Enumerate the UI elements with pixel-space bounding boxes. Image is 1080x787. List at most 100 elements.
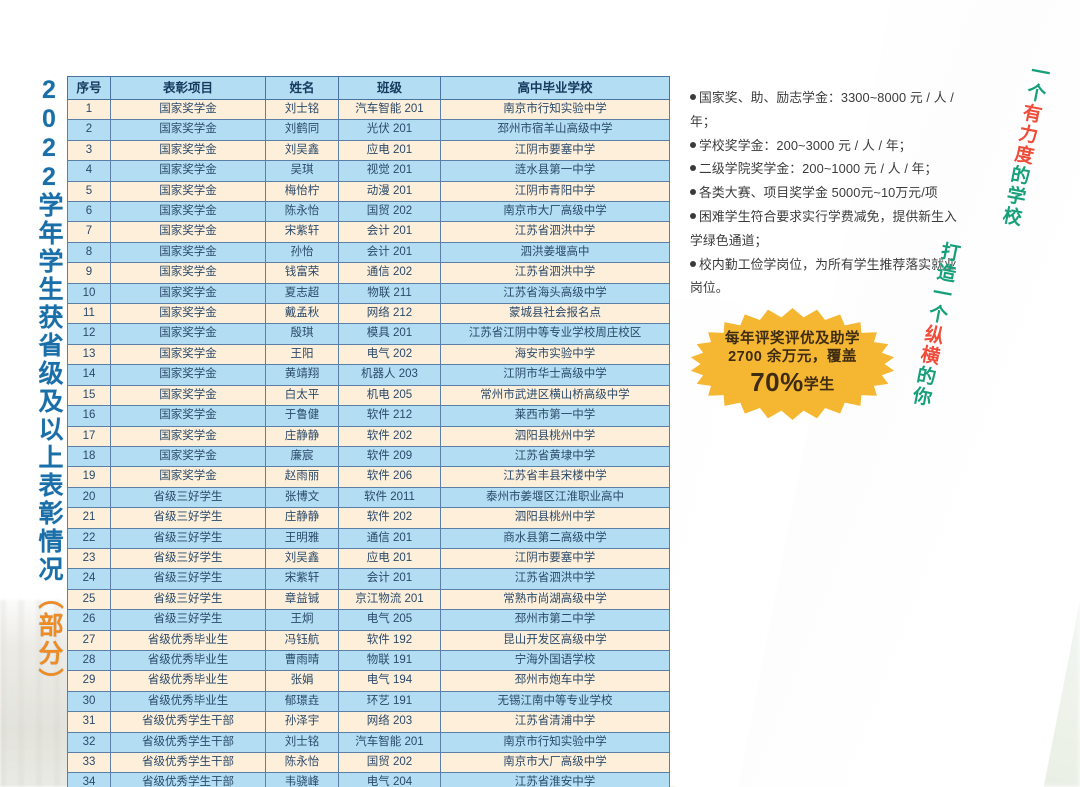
cell-class: 汽车智能 201 <box>338 98 441 121</box>
cell-school: 海安市实验中学 <box>440 343 670 366</box>
cell-name: 庄静静 <box>265 425 339 447</box>
cell-school: 江苏省泗洪中学 <box>440 568 670 590</box>
table-row: 12 国家奖学金 殷琪 模具 201 江苏省江阴中等专业学校周庄校区 <box>67 323 670 345</box>
cell-school: 江苏省清浦中学 <box>440 711 670 733</box>
cell-school: 商水县第二高级中学 <box>440 527 670 549</box>
cell-item: 省级优秀学生干部 <box>110 711 266 733</box>
cell-name: 宋紫轩 <box>265 221 339 243</box>
cell-item: 国家奖学金 <box>110 221 266 243</box>
badge-percent: 70% <box>750 366 804 397</box>
table-row: 9 国家奖学金 钱富荣 通信 202 江苏省泗洪中学 <box>67 262 670 284</box>
cell-class: 京江物流 201 <box>338 588 441 611</box>
cell-class: 应电 201 <box>338 139 441 162</box>
table-row: 30 省级优秀毕业生 郁璟垚 环艺 191 无锡江南中等专业学校 <box>67 690 670 713</box>
cell-school: 宁海外国语学校 <box>440 649 670 672</box>
cell-name: 曹雨晴 <box>265 649 339 672</box>
table-row: 17 国家奖学金 庄静静 软件 202 泗阳县桃州中学 <box>67 425 670 447</box>
cell-school: 邳州市宿羊山高级中学 <box>440 119 670 141</box>
cell-class: 动漫 201 <box>338 180 441 203</box>
cell-class: 会计 201 <box>338 568 441 590</box>
cell-class: 国贸 202 <box>338 751 441 774</box>
table-row: 5 国家奖学金 梅怡柠 动漫 201 江阴市青阳中学 <box>67 180 670 203</box>
cell-name: 黄靖翔 <box>265 364 339 386</box>
badge-text-block: 每年评奖评优及助学 2700 余万元，覆盖 70%学生 <box>690 308 895 420</box>
award-table-wrapper: 序号 表彰项目 姓名 班级 高中毕业学校 1 国家奖学金 刘士铭 汽车智能 201 南京… <box>67 76 670 787</box>
table-row: 31 省级优秀学生干部 孙泽宇 网络 203 江苏省清浦中学 <box>67 711 670 733</box>
table-row: 1 国家奖学金 刘士铭 汽车智能 201 南京市行知实验中学 <box>67 98 670 121</box>
table-row: 24 省级三好学生 宋紫轩 会计 201 江苏省泗洪中学 <box>67 568 670 590</box>
cell-class: 软件 212 <box>338 405 441 427</box>
table-row: 16 国家奖学金 于鲁健 软件 212 莱西市第一中学 <box>67 405 670 427</box>
bullet-item: 国家奖、助、励志学金：3300~8000 元 / 人 / 年； <box>690 86 966 134</box>
col-header-item: 表彰项目 <box>110 76 266 100</box>
table-row: 15 国家奖学金 白太平 机电 205 常州市武进区横山桥高级中学 <box>67 384 670 407</box>
cell-name: 孙怡 <box>265 241 339 264</box>
cell-item: 省级优秀学生干部 <box>110 772 266 787</box>
cell-school: 南京市大厂高级中学 <box>440 751 670 774</box>
cell-item: 国家奖学金 <box>110 282 266 305</box>
cell-class: 软件 202 <box>338 507 441 529</box>
col-header-no: 序号 <box>67 76 111 100</box>
cell-name: 郁璟垚 <box>265 690 339 713</box>
cell-class: 软件 202 <box>338 425 441 447</box>
cell-class: 电气 205 <box>338 609 441 631</box>
cell-item: 省级三好学生 <box>110 609 266 631</box>
cell-class: 电气 204 <box>338 772 441 787</box>
cell-no: 21 <box>67 507 111 529</box>
badge-percent-suffix: 学生 <box>803 375 835 393</box>
cell-school: 莱西市第一中学 <box>440 405 670 427</box>
cell-school: 邳州市第二中学 <box>440 609 670 631</box>
page-title-main: 学年学生获省级及以上表彰情况 <box>35 192 63 584</box>
bullet-text: 各类大赛、项目奖学金 5000元~10万元/项 <box>699 185 938 201</box>
badge-line-3: 70%学生 <box>750 366 835 399</box>
cell-school: 江苏省泗洪中学 <box>440 221 670 243</box>
bullet-dot-icon <box>690 212 696 219</box>
cell-class: 环艺 191 <box>338 690 441 713</box>
cell-school: 蒙城县社会报名点 <box>440 303 670 325</box>
table-row: 11 国家奖学金 戴孟秋 网络 212 蒙城县社会报名点 <box>67 303 670 325</box>
cell-school: 泗阳县桃州中学 <box>440 425 670 447</box>
table-row: 25 省级三好学生 章益铖 京江物流 201 常熟市尚湖高级中学 <box>67 588 670 611</box>
cell-name: 王炯 <box>265 609 339 631</box>
cell-class: 通信 201 <box>338 527 441 549</box>
statistics-badge: 每年评奖评优及助学 2700 余万元，覆盖 70%学生 <box>690 308 895 420</box>
cell-name: 刘鹤同 <box>265 119 339 141</box>
cell-no: 5 <box>67 180 111 203</box>
cell-no: 4 <box>67 160 111 182</box>
table-row: 34 省级优秀学生干部 韦骁峰 电气 204 江苏省淮安中学 <box>67 772 670 787</box>
cell-no: 20 <box>67 486 111 509</box>
cell-class: 国贸 202 <box>338 201 441 223</box>
badge-line-2: 2700 余万元，覆盖 <box>728 348 857 365</box>
cell-no: 15 <box>67 384 111 407</box>
cell-item: 省级三好学生 <box>110 527 266 549</box>
cell-no: 25 <box>67 588 111 611</box>
cell-name: 夏志超 <box>265 282 339 305</box>
cell-name: 廉宸 <box>265 445 339 468</box>
col-header-school: 高中毕业学校 <box>440 76 670 100</box>
cell-item: 国家奖学金 <box>110 119 266 141</box>
table-row: 23 省级三好学生 刘吴鑫 应电 201 江阴市要塞中学 <box>67 547 670 570</box>
bullet-text: 二级学院奖学金：200~1000 元 / 人 / 年； <box>699 161 938 177</box>
cell-item: 省级三好学生 <box>110 588 266 611</box>
cell-class: 汽车智能 201 <box>338 731 441 754</box>
table-row: 33 省级优秀学生干部 陈永怡 国贸 202 南京市大厂高级中学 <box>67 751 670 774</box>
table-row: 20 省级三好学生 张博文 软件 2011 泰州市姜堰区江淮职业高中 <box>67 486 670 509</box>
award-table-head: 序号 表彰项目 姓名 班级 高中毕业学校 <box>67 76 670 100</box>
cell-name: 殷琪 <box>265 323 339 345</box>
bullet-dot-icon <box>690 165 696 172</box>
cell-class: 软件 2011 <box>338 486 441 509</box>
table-row: 29 省级优秀毕业生 张娟 电气 194 邳州市炮车中学 <box>67 670 670 692</box>
cell-name: 钱富荣 <box>265 262 339 284</box>
cell-school: 江苏省丰县宋楼中学 <box>440 466 670 488</box>
badge-line-1: 每年评奖评优及助学 <box>725 330 860 347</box>
cell-school: 南京市行知实验中学 <box>440 731 670 754</box>
cell-school: 南京市大厂高级中学 <box>440 201 670 223</box>
cell-class: 机电 205 <box>338 384 441 407</box>
cell-name: 韦骁峰 <box>265 772 339 787</box>
cell-no: 1 <box>67 98 111 121</box>
cell-no: 2 <box>67 119 111 141</box>
table-row: 32 省级优秀学生干部 刘士铭 汽车智能 201 南京市行知实验中学 <box>67 731 670 754</box>
cell-school: 南京市行知实验中学 <box>440 98 670 121</box>
table-row: 2 国家奖学金 刘鹤同 光伏 201 邳州市宿羊山高级中学 <box>67 119 670 141</box>
table-row: 8 国家奖学金 孙怡 会计 201 泗洪姜堰高中 <box>67 241 670 264</box>
